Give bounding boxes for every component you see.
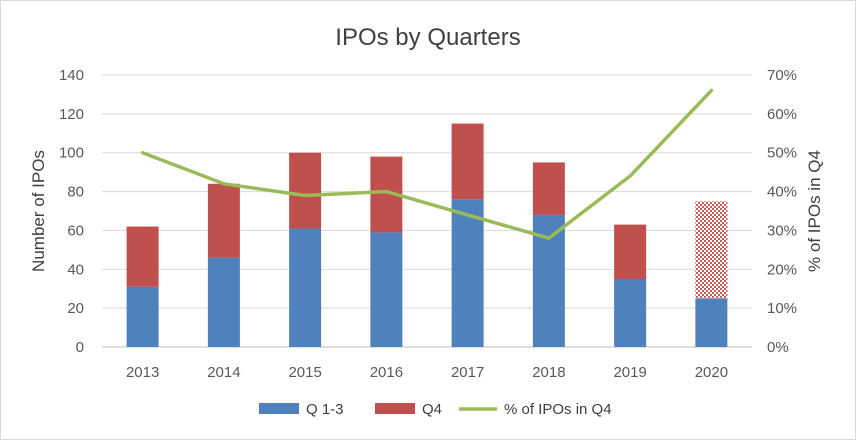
y-tick-label: 80: [67, 184, 84, 201]
bar-q1-3-2013: [126, 286, 159, 347]
x-tick-label: 2013: [126, 364, 159, 381]
bar-q4-2014: [207, 183, 240, 258]
y2-tick-label: 50%: [767, 145, 797, 162]
bar-q4-2018: [532, 162, 565, 215]
chart-title: IPOs by Quarters: [335, 24, 520, 51]
bar-q4-2019: [614, 224, 647, 279]
bar-q1-3-2019: [614, 279, 647, 347]
bar-q1-3-2017: [451, 199, 484, 347]
y-axis-ticks: 0 20 40 60 80 100 120 140: [59, 67, 84, 356]
line-pct-q4: [140, 88, 714, 240]
bar-q1-3-2016: [370, 232, 403, 347]
y2-axis-ticks: 0% 10% 20% 30% 40% 50% 60% 70%: [767, 67, 797, 356]
line-series: [140, 88, 714, 240]
x-tick-label: 2020: [695, 364, 728, 381]
x-axis-ticks: 2013 2014 2015 2016 2017 2018 2019 2020: [126, 364, 728, 381]
y-tick-label: 20: [67, 300, 84, 317]
y-tick-label: 140: [59, 67, 84, 84]
bar-q4-2013: [126, 226, 159, 287]
x-tick-label: 2014: [207, 364, 240, 381]
gridlines: [102, 74, 752, 348]
y2-tick-label: 30%: [767, 222, 797, 239]
y2-tick-label: 20%: [767, 261, 797, 278]
x-tick-label: 2019: [613, 364, 646, 381]
legend-label-q1-3: Q 1-3: [306, 401, 344, 418]
y-tick-label: 60: [67, 222, 84, 239]
y2-tick-label: 40%: [767, 184, 797, 201]
x-tick-label: 2017: [451, 364, 484, 381]
y-tick-label: 100: [59, 145, 84, 162]
y2-axis-title: % of IPOs in Q4: [805, 150, 824, 272]
y-tick-label: 0: [76, 339, 84, 356]
bar-q1-3-2015: [289, 228, 322, 347]
bar-q1-3-2014: [207, 257, 240, 347]
legend-swatch-q1-3: [259, 403, 299, 414]
bar-q1-3-2020: [695, 298, 728, 347]
x-tick-label: 2018: [532, 364, 565, 381]
bar-q4-2015: [289, 152, 322, 229]
y2-tick-label: 10%: [767, 300, 797, 317]
x-tick-label: 2015: [288, 364, 321, 381]
legend-swatch-q4: [375, 403, 415, 414]
x-tick-label: 2016: [370, 364, 403, 381]
y2-tick-label: 0%: [767, 339, 789, 356]
y2-tick-label: 60%: [767, 106, 797, 123]
y-tick-label: 120: [59, 106, 84, 123]
bars: [126, 123, 728, 347]
bar-q4-2017: [451, 123, 484, 200]
legend-label-q4: Q4: [422, 401, 442, 418]
y-tick-label: 40: [67, 261, 84, 278]
y2-tick-label: 70%: [767, 67, 797, 84]
y-axis-title: Number of IPOs: [29, 150, 48, 272]
bar-q4-2020: [695, 201, 728, 299]
legend-label-pct-q4: % of IPOs in Q4: [504, 401, 612, 418]
legend: Q 1-3 Q4 % of IPOs in Q4: [259, 401, 612, 418]
